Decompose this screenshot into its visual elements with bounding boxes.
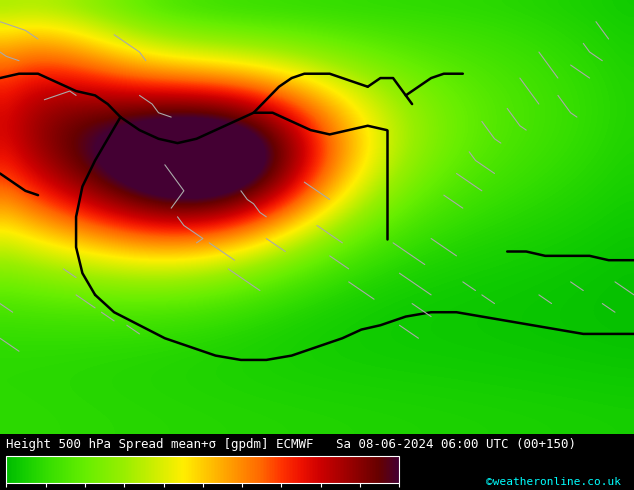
Text: Height 500 hPa Spread mean+σ [gpdm] ECMWF   Sa 08-06-2024 06:00 UTC (00+150): Height 500 hPa Spread mean+σ [gpdm] ECMW… [6, 438, 576, 451]
Text: ©weatheronline.co.uk: ©weatheronline.co.uk [486, 477, 621, 487]
